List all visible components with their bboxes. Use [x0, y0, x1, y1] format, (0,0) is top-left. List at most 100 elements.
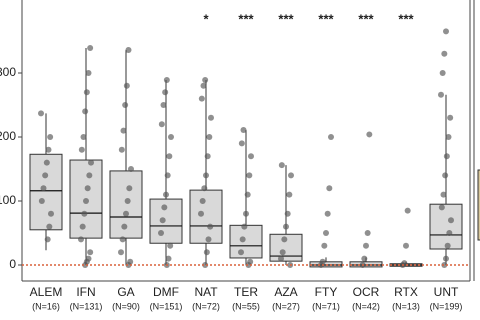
data-point — [278, 162, 285, 169]
x-tick-label: NAT — [194, 285, 218, 299]
x-tick-label: IFN — [76, 285, 95, 299]
data-point — [328, 134, 334, 140]
data-point — [206, 134, 213, 140]
data-point — [202, 262, 209, 268]
data-point — [164, 172, 171, 179]
data-point — [238, 249, 244, 256]
data-point — [286, 191, 293, 198]
data-point — [160, 102, 167, 108]
data-point — [125, 46, 132, 53]
data-point — [248, 153, 254, 160]
data-point — [42, 172, 49, 179]
data-point — [167, 242, 174, 249]
data-point — [438, 91, 444, 98]
data-point — [165, 255, 172, 262]
data-point — [83, 198, 89, 204]
data-point — [163, 191, 169, 198]
box — [429, 203, 463, 250]
n-label: (N=131) — [70, 301, 103, 311]
x-tick-label: DMF — [153, 285, 179, 299]
data-point — [445, 134, 452, 140]
data-point — [199, 198, 206, 204]
x-tick-label: FTY — [315, 285, 338, 299]
data-point — [318, 262, 324, 268]
n-label: (N=199) — [430, 301, 463, 311]
data-point — [441, 50, 448, 57]
box — [189, 189, 223, 244]
data-point — [443, 153, 450, 160]
data-point — [361, 255, 368, 262]
y-tick-label: 300 — [0, 65, 16, 79]
significance: *** — [278, 11, 294, 26]
significance: *** — [358, 11, 374, 26]
data-point — [126, 185, 133, 192]
data-point — [78, 146, 85, 153]
data-point — [201, 185, 208, 192]
data-point — [207, 223, 214, 230]
significance: *** — [398, 11, 414, 26]
data-point — [323, 230, 329, 236]
data-point — [85, 70, 92, 76]
data-point — [239, 236, 246, 243]
data-point — [208, 114, 214, 121]
data-point — [163, 77, 170, 84]
data-point — [444, 242, 451, 249]
significance: * — [203, 11, 209, 26]
data-point — [83, 89, 90, 96]
data-point — [78, 236, 84, 243]
data-point — [363, 242, 369, 249]
y-tick-label: 200 — [0, 129, 16, 143]
data-point — [441, 262, 448, 268]
data-point — [443, 255, 449, 262]
data-point — [121, 223, 128, 230]
x-tick-label: RTX — [394, 285, 418, 299]
n-label: (N=72) — [192, 301, 220, 311]
next-panel-box — [477, 169, 480, 241]
data-point — [128, 166, 134, 172]
data-point — [288, 172, 294, 179]
data-point — [166, 153, 173, 160]
data-point — [446, 230, 453, 236]
data-point — [124, 198, 131, 204]
data-point — [440, 191, 447, 198]
data-point — [244, 191, 251, 198]
n-label: (N=42) — [352, 301, 380, 311]
data-point — [246, 172, 253, 179]
x-tick-label: OCR — [353, 285, 380, 299]
n-label: (N=151) — [150, 301, 183, 311]
data-point — [84, 185, 91, 192]
y-tick-label: 0 — [9, 257, 16, 271]
data-point — [38, 110, 44, 117]
data-point — [81, 210, 88, 217]
data-point — [44, 236, 51, 243]
data-point — [438, 204, 445, 211]
data-point — [120, 127, 127, 134]
data-point — [125, 262, 132, 268]
data-point — [87, 249, 94, 256]
data-point — [203, 172, 209, 179]
data-point — [158, 230, 164, 236]
data-point — [324, 210, 331, 217]
data-point — [123, 82, 130, 89]
data-point — [364, 230, 371, 236]
data-point — [161, 204, 168, 211]
data-point — [118, 249, 124, 256]
x-tick-label: AZA — [274, 285, 297, 299]
significance: *** — [238, 11, 254, 26]
data-point — [43, 159, 50, 166]
data-point — [45, 146, 52, 153]
data-point — [403, 242, 409, 249]
data-point — [79, 223, 86, 230]
data-point — [238, 140, 245, 147]
data-point — [86, 172, 93, 179]
significance: *** — [318, 11, 334, 26]
data-point — [245, 262, 252, 268]
data-point — [119, 236, 126, 243]
data-point — [122, 102, 129, 108]
data-point — [448, 217, 454, 224]
data-point — [168, 134, 174, 140]
data-point — [404, 207, 411, 214]
n-label: (N=16) — [32, 301, 60, 311]
data-point — [162, 89, 169, 96]
